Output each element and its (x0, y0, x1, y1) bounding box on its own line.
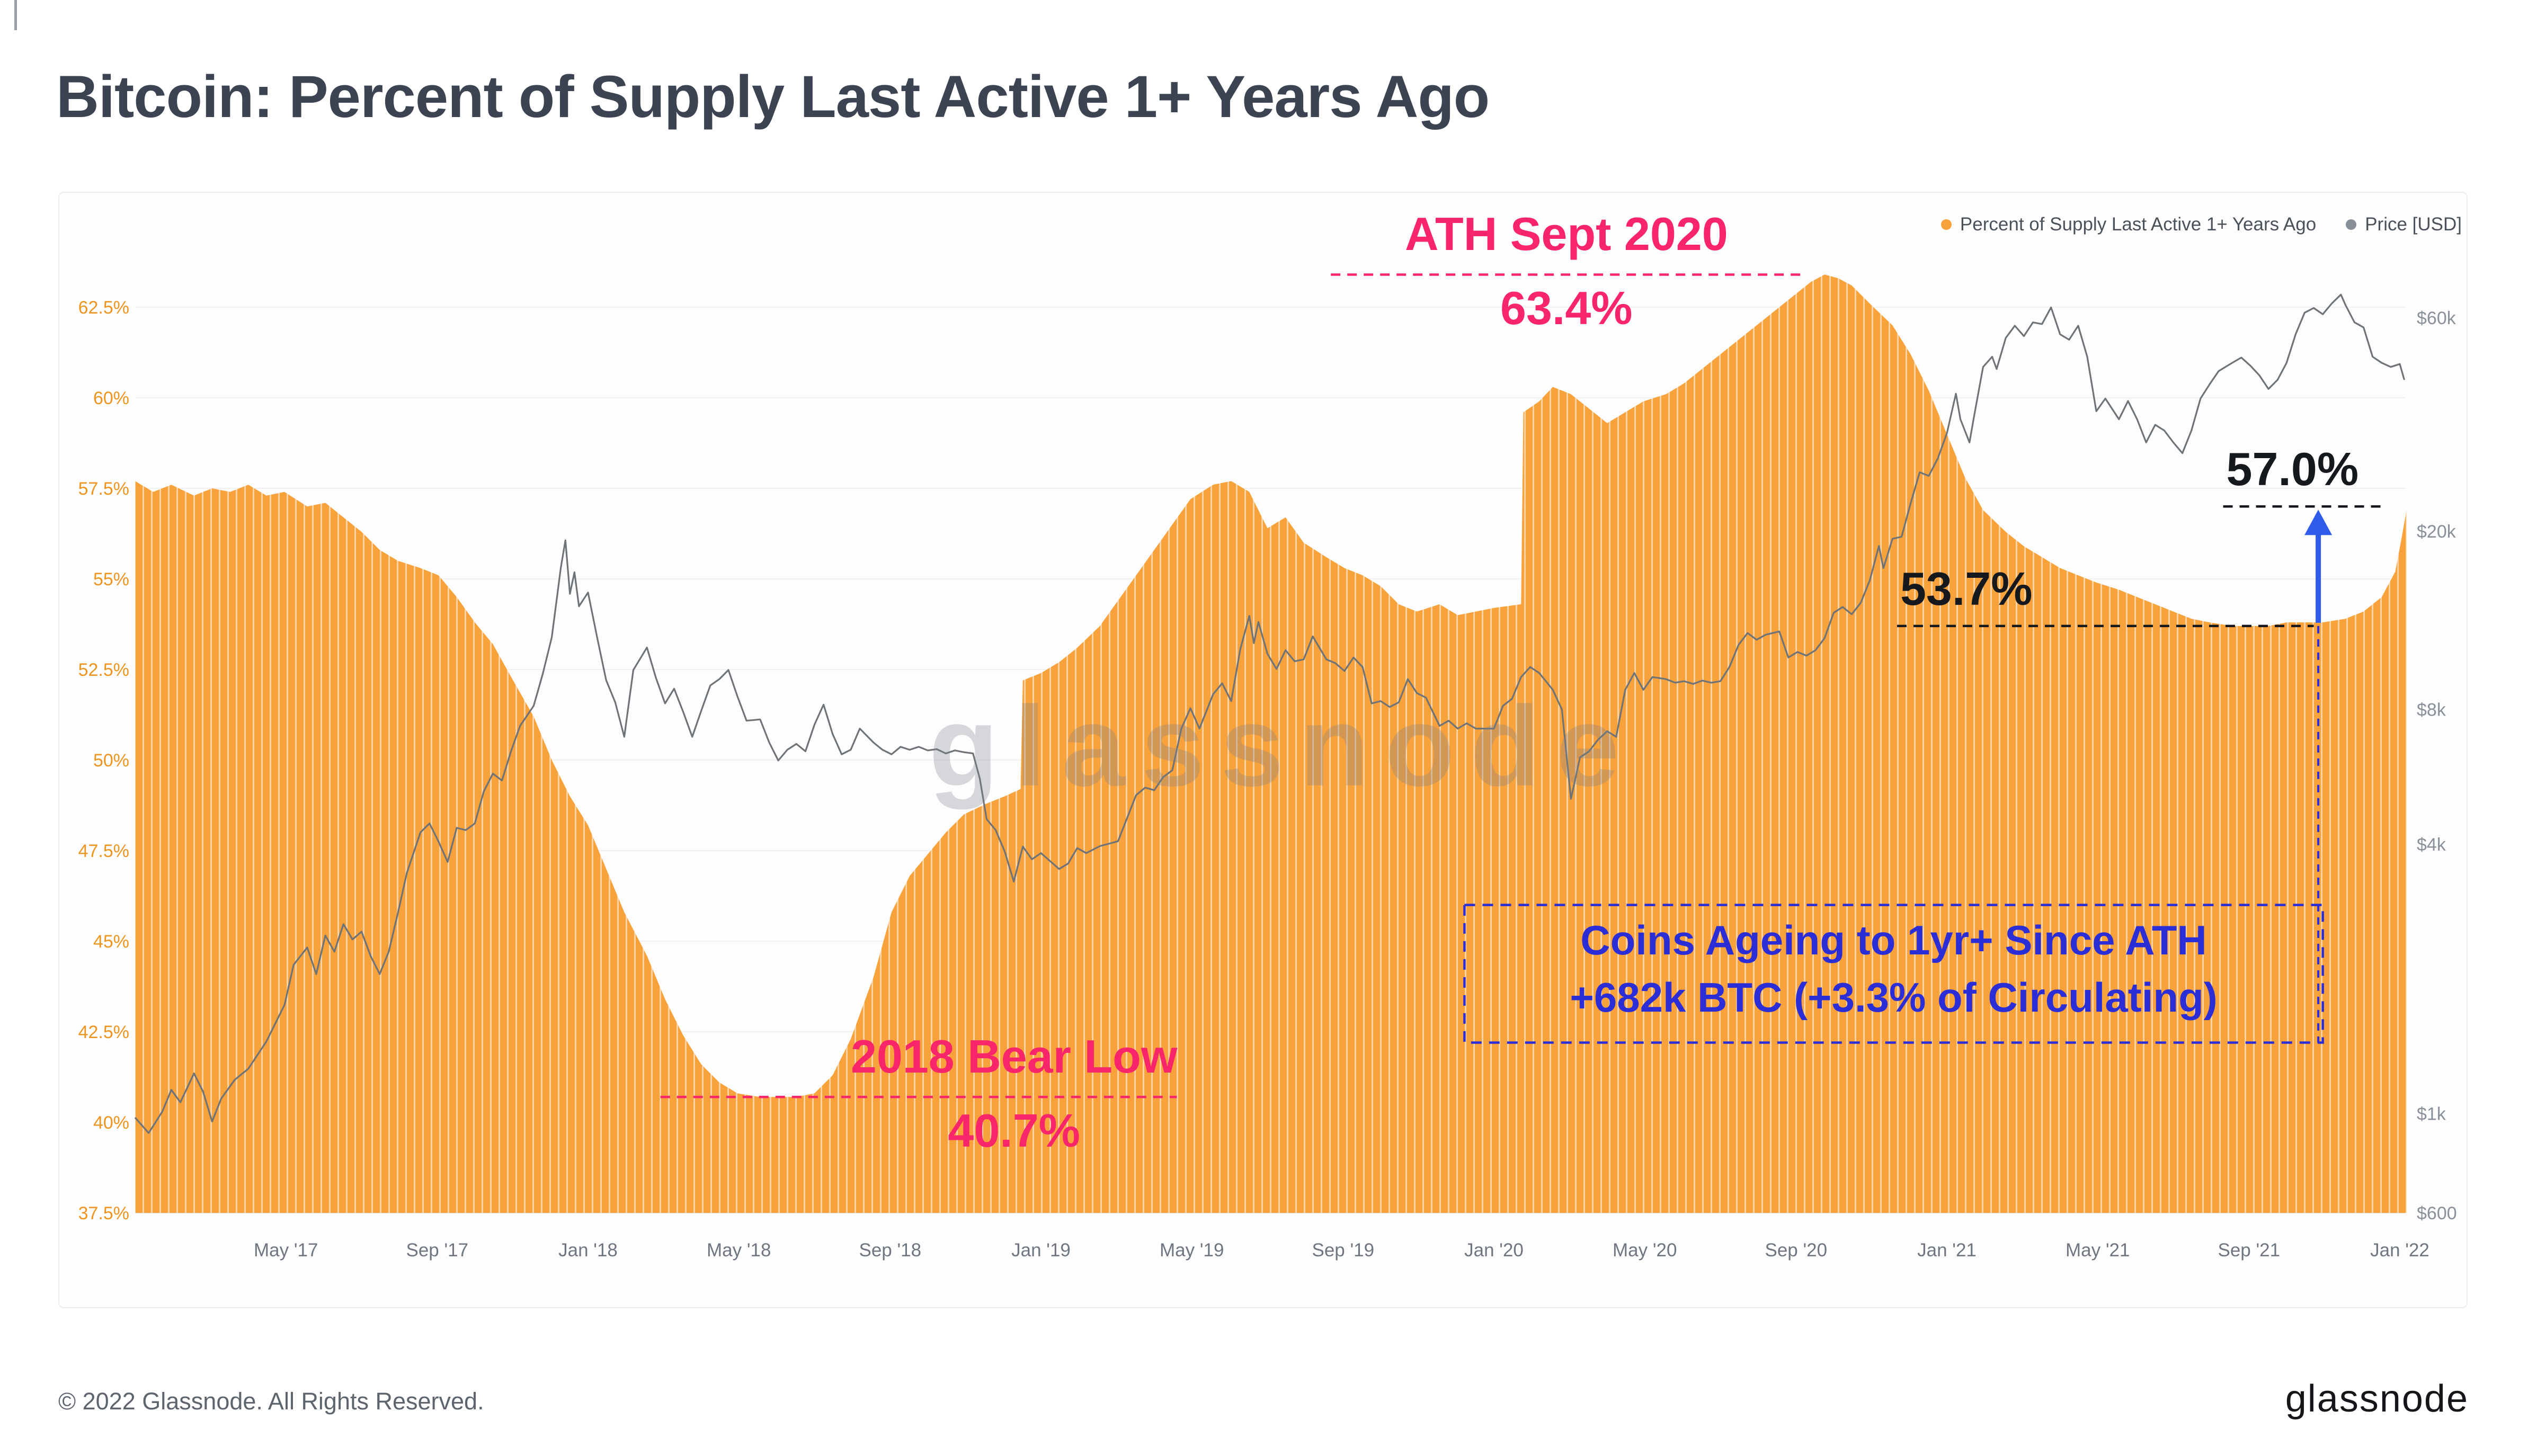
x-axis-label: May '19 (1160, 1240, 1224, 1261)
legend-supply-label: Percent of Supply Last Active 1+ Years A… (1960, 214, 2317, 235)
coins-ageing-line1: Coins Ageing to 1yr+ Since ATH (1580, 916, 2207, 963)
ath-label: ATH Sept 2020 (1404, 208, 1728, 261)
ath-value: 63.4% (1500, 282, 1633, 335)
left-axis-label: 57.5% (78, 479, 129, 499)
level-570-label: 57.0% (2226, 443, 2359, 496)
x-axis-label: Jan '21 (1917, 1240, 1977, 1261)
left-axis-label: 50% (93, 751, 129, 771)
left-axis-label: 42.5% (78, 1022, 129, 1042)
legend-price-label: Price [USD] (2365, 214, 2462, 235)
x-axis-label: May '18 (707, 1240, 771, 1261)
glassnode-watermark: glassnode (929, 682, 1635, 810)
page-title: Bitcoin: Percent of Supply Last Active 1… (56, 64, 1490, 130)
left-axis-label: 40% (93, 1113, 129, 1133)
x-axis-label: Sep '18 (859, 1240, 921, 1261)
bear-low-label: 2018 Bear Low (850, 1030, 1178, 1083)
x-axis-label: May '20 (1613, 1240, 1677, 1261)
coins-ageing-box (1463, 904, 2324, 1044)
x-axis-label: Sep '17 (406, 1240, 468, 1261)
screen-edge-artifact (14, 0, 17, 30)
right-axis-label: $20k (2417, 522, 2456, 542)
chart-legend: Percent of Supply Last Active 1+ Years A… (1940, 214, 2462, 235)
level-537-label: 53.7% (1900, 562, 2033, 615)
supply-series-dot-icon (1940, 219, 1952, 230)
x-axis-label: Sep '20 (1765, 1240, 1827, 1261)
x-axis-label: Sep '21 (2218, 1240, 2280, 1261)
supply-area-series (135, 274, 2407, 1213)
right-axis-label: $1k (2417, 1104, 2446, 1124)
price-series-dot-icon (2346, 219, 2357, 230)
left-axis-label: 37.5% (78, 1203, 129, 1223)
left-axis-label: 47.5% (78, 841, 129, 861)
x-axis-label: Jan '20 (1464, 1240, 1524, 1261)
glassnode-logo: glassnode (2285, 1378, 2469, 1420)
right-axis-label: $60k (2417, 308, 2456, 328)
x-axis-label: Jan '18 (558, 1240, 618, 1261)
right-axis-label: $600 (2417, 1203, 2457, 1223)
right-axis-label: $8k (2417, 700, 2446, 720)
left-axis-label: 60% (93, 388, 129, 408)
x-axis-label: May '21 (2066, 1240, 2130, 1261)
left-axis-label: 52.5% (78, 660, 129, 680)
legend-item-supply[interactable]: Percent of Supply Last Active 1+ Years A… (1940, 214, 2317, 235)
bear-low-value: 40.7% (948, 1104, 1080, 1157)
price-line-series (134, 293, 2406, 1134)
legend-item-price[interactable]: Price [USD] (2346, 214, 2462, 235)
ageing-arrow-head (2304, 510, 2333, 535)
left-axis-label: 55% (93, 569, 129, 589)
x-axis-label: Jan '19 (1011, 1240, 1071, 1261)
left-axis-label: 45% (93, 932, 129, 952)
x-axis-label: Jan '22 (2370, 1240, 2429, 1261)
right-axis-label: $4k (2417, 835, 2446, 855)
x-axis-label: Sep '19 (1312, 1240, 1374, 1261)
x-axis-label: May '17 (254, 1240, 318, 1261)
left-axis-label: 62.5% (78, 298, 129, 318)
coins-ageing-line2: +682k BTC (+3.3% of Circulating) (1570, 973, 2218, 1021)
copyright-text: © 2022 Glassnode. All Rights Reserved. (58, 1388, 484, 1415)
